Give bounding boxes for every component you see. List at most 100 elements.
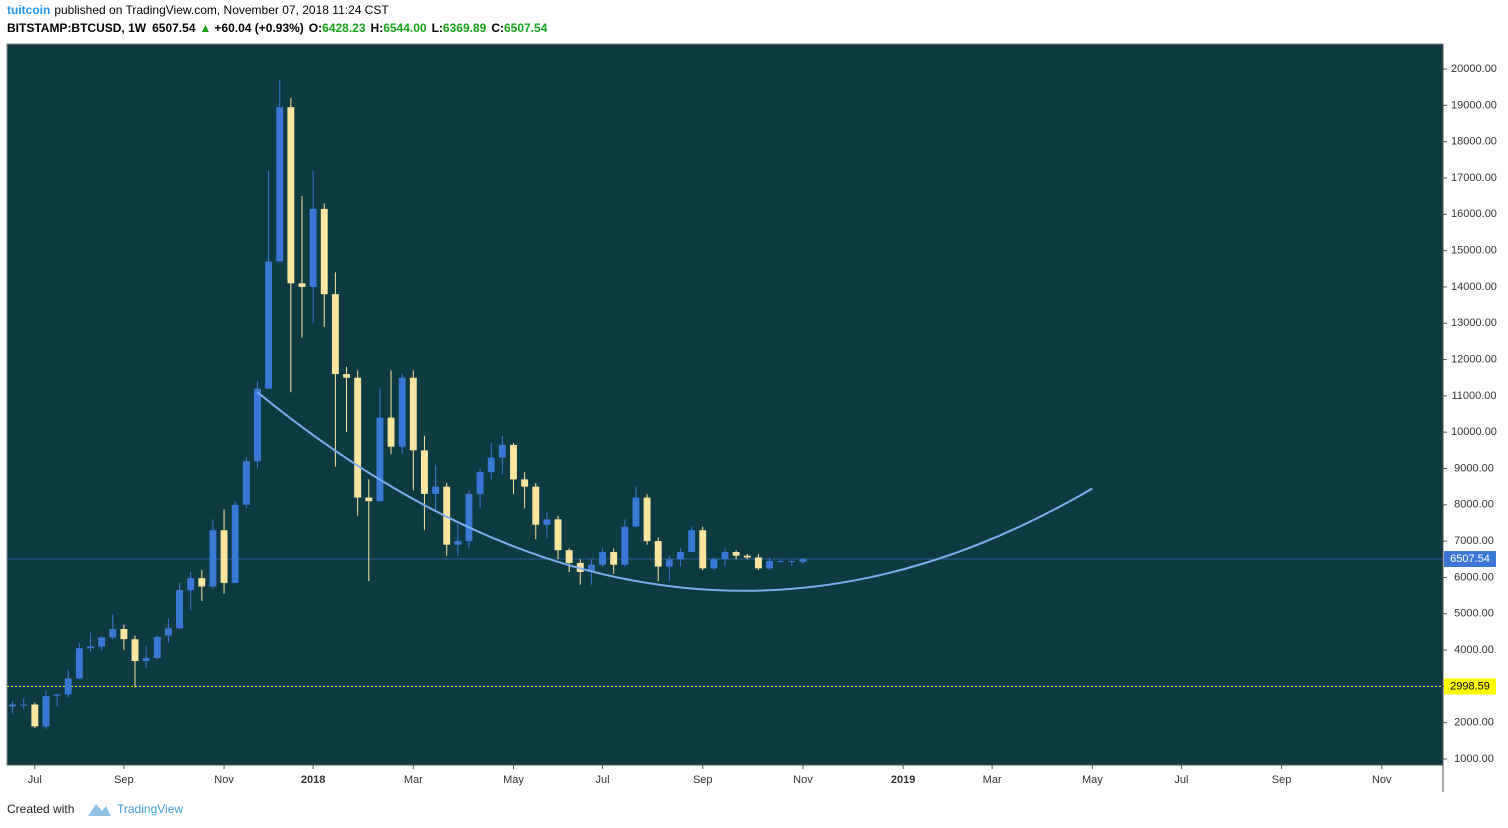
candle-body (621, 526, 629, 565)
price-label-box (1444, 678, 1496, 695)
footer-brand[interactable]: TradingView (117, 802, 183, 816)
y-tick-label: 10000.00 (1451, 426, 1497, 438)
candle-body (766, 561, 773, 569)
ohlc: O:6428.23 H:6544.00 L:6369.89 C:6507.54 (309, 21, 548, 35)
symbol: BITSTAMP:BTCUSD, 1W (7, 21, 147, 35)
candle-body (521, 479, 529, 487)
candle-body (176, 590, 183, 629)
x-tick-label: Jul (28, 774, 42, 786)
x-tick-label: May (503, 774, 524, 786)
candle-body (788, 561, 796, 563)
y-tick-label: 8000.00 (1454, 499, 1494, 511)
candle-body (75, 648, 83, 679)
ohlc-label: O: (309, 21, 322, 35)
y-tick-label: 18000.00 (1451, 136, 1497, 148)
y-tick-label: 6000.00 (1454, 571, 1494, 583)
candle-body (543, 519, 551, 525)
candle-body (354, 377, 362, 498)
candle-body (187, 578, 195, 591)
ohlc-label: C: (491, 21, 504, 35)
x-tick-label: Nov (1372, 774, 1392, 786)
x-tick-label: Mar (404, 774, 423, 786)
up-arrow: ▲ (200, 21, 212, 35)
candle-body (721, 552, 729, 560)
candle-body (587, 564, 595, 572)
candle-body (365, 497, 373, 502)
y-tick-label: 11000.00 (1451, 390, 1496, 402)
x-tick-label: Nov (214, 774, 234, 786)
candle-body (287, 107, 295, 284)
candle-body (799, 559, 807, 562)
x-tick-label: May (1082, 774, 1103, 786)
y-tick-label: 17000.00 (1451, 172, 1497, 184)
header-line: tuitcoin published on TradingView.com, No… (7, 3, 389, 17)
y-tick-label: 7000.00 (1454, 535, 1494, 547)
candle-body (331, 294, 339, 375)
author[interactable]: tuitcoin (7, 3, 50, 17)
y-tick-label: 15000.00 (1451, 245, 1497, 257)
x-tick-label: Sep (693, 774, 713, 786)
candle-body (309, 208, 317, 287)
candle-body (599, 552, 607, 565)
candle-body (20, 704, 28, 706)
x-tick-label: Jul (596, 774, 610, 786)
y-tick-label: 12000.00 (1451, 353, 1497, 365)
published: published on TradingView.com, November 0… (54, 3, 389, 17)
candle-body (487, 457, 495, 473)
candle-body (131, 639, 139, 661)
x-tick-label: Nov (793, 774, 813, 786)
candle-body (565, 550, 573, 563)
candle-body (142, 658, 150, 661)
x-tick-label: 2018 (301, 774, 325, 786)
y-tick-label: 1000.00 (1454, 753, 1494, 765)
candle-body (498, 444, 506, 458)
y-tick-label: 2000.00 (1454, 717, 1494, 729)
candle-body (120, 629, 128, 640)
candle-body (654, 541, 662, 567)
candle-body (699, 530, 707, 569)
x-tick-label: Sep (1272, 774, 1292, 786)
candle-body (743, 555, 751, 558)
tv-logo[interactable] (88, 804, 111, 816)
logo-shape (88, 804, 111, 816)
candle-body (53, 694, 61, 696)
last-price: 6507.54 (152, 21, 196, 35)
price-label-box (1444, 551, 1496, 568)
candle-body (242, 461, 250, 505)
ohlc-value: 6507.54 (504, 21, 548, 35)
y-tick-label: 19000.00 (1451, 99, 1497, 111)
candle-body (732, 552, 740, 556)
candle-body (677, 552, 684, 560)
candle-body (432, 486, 440, 494)
y-tick-label: 13000.00 (1451, 317, 1497, 329)
candle-body (9, 704, 17, 707)
candle-body (231, 504, 239, 583)
candle-body (98, 637, 106, 647)
ohlc-value: 6369.89 (443, 21, 487, 35)
candle-body (754, 557, 762, 569)
ohlc-label: L: (432, 21, 443, 35)
candle-body (209, 530, 217, 587)
candle-body (398, 377, 406, 447)
y-tick-label: 4000.00 (1454, 644, 1494, 656)
plot-area (6, 43, 1444, 766)
candle-body (465, 493, 473, 542)
candle-body (376, 417, 384, 502)
candle-body (409, 377, 417, 451)
price-label: 2998.59 (1450, 680, 1490, 692)
trend-curve (256, 391, 1093, 592)
candle-body (688, 530, 696, 553)
candle-body (632, 497, 640, 527)
candle-body (220, 530, 228, 583)
candle-body (298, 283, 306, 287)
candle-body (164, 628, 172, 636)
candle-body (320, 208, 328, 295)
candle-body (254, 388, 261, 462)
candle-body (532, 486, 540, 525)
price-label: 6507.54 (1450, 553, 1490, 565)
x-tick-label: Mar (983, 774, 1002, 786)
candle-body (64, 678, 72, 695)
candle-body (665, 559, 673, 567)
y-tick-label: 20000.00 (1451, 63, 1497, 75)
candle-body (454, 541, 462, 545)
